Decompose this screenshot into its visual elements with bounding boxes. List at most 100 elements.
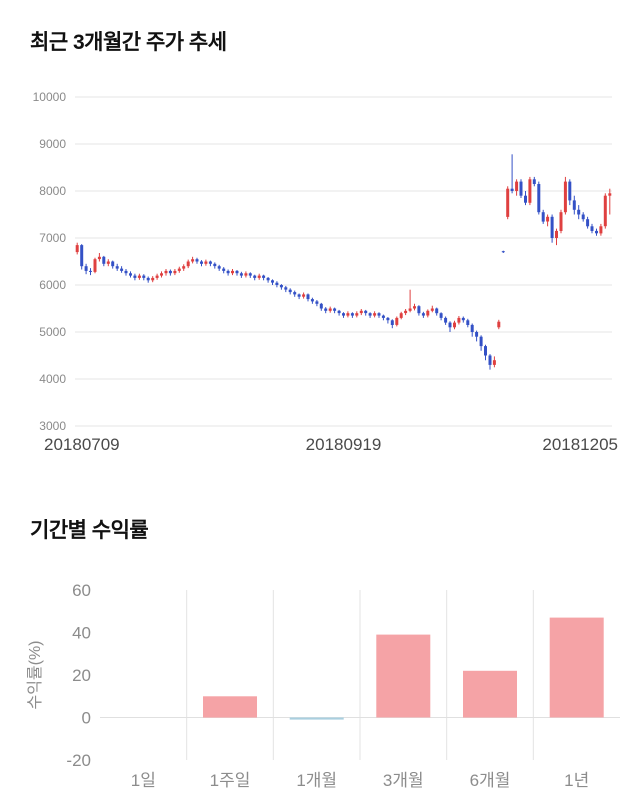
candle — [515, 179, 519, 196]
candle — [457, 316, 461, 325]
candle — [279, 284, 283, 290]
candle — [115, 263, 119, 271]
period-returns-bar-chart: 60 40 20 0 -20 1일 1주일 1개월 3개월 6개월 1년 수익률(%) — [26, 581, 620, 790]
candle — [217, 264, 221, 271]
bar — [376, 634, 431, 718]
candle — [120, 266, 124, 273]
candle — [93, 257, 97, 274]
bar — [203, 696, 257, 718]
y-tick-label: 4000 — [39, 372, 66, 386]
x-axis-label: 20180919 — [306, 435, 382, 454]
x-category-label: 1년 — [564, 771, 589, 790]
candle — [333, 307, 337, 314]
candle — [164, 269, 168, 276]
bar — [289, 717, 344, 720]
candle — [355, 311, 359, 318]
y-tick-label: 40 — [72, 624, 91, 643]
candle — [231, 269, 234, 276]
candle — [111, 260, 115, 269]
candle — [439, 312, 443, 321]
candle — [275, 281, 279, 288]
candle — [200, 260, 203, 267]
candle — [262, 274, 266, 281]
candle — [346, 311, 350, 318]
candle — [546, 214, 550, 227]
candle — [448, 321, 452, 332]
candle — [253, 274, 257, 281]
candle — [364, 309, 368, 316]
candle — [133, 273, 137, 281]
candle — [284, 285, 288, 293]
y-tick-label: 5000 — [39, 325, 66, 339]
candle — [186, 259, 190, 269]
candle — [342, 312, 345, 318]
candle — [559, 209, 563, 234]
x-category-label: 6개월 — [470, 771, 511, 790]
candle — [137, 273, 141, 280]
candle — [479, 335, 483, 351]
x-category-label: 1일 — [131, 771, 156, 790]
returns-chart-title: 기간별 수익률 — [30, 519, 149, 542]
candle — [315, 300, 319, 307]
candle — [599, 223, 603, 236]
y-tick-label: -20 — [66, 751, 91, 770]
candle — [97, 253, 101, 262]
x-axis-label: 20180709 — [44, 435, 120, 454]
candle — [106, 259, 110, 267]
candle — [461, 316, 465, 323]
candle — [213, 262, 217, 269]
candle — [80, 244, 84, 270]
candle — [129, 271, 132, 278]
candle — [288, 288, 292, 295]
candle — [550, 214, 554, 243]
candle — [577, 205, 581, 220]
candle — [310, 297, 314, 304]
candle — [568, 179, 572, 206]
candle — [453, 320, 456, 330]
y-tick-label: 9000 — [39, 137, 66, 151]
y-tick-label: 6000 — [39, 278, 66, 292]
candle — [297, 293, 301, 300]
candle — [377, 312, 381, 318]
candle — [266, 277, 270, 283]
candle — [395, 316, 399, 327]
candle — [408, 289, 412, 313]
candle — [595, 228, 598, 236]
candle — [381, 314, 385, 321]
candle — [386, 317, 390, 324]
candle — [102, 255, 106, 267]
candle — [168, 269, 172, 276]
candle — [248, 272, 252, 278]
x-axis-label: 20181205 — [542, 435, 618, 454]
candle — [293, 290, 297, 297]
candle — [413, 303, 416, 311]
candle — [208, 260, 212, 267]
candle — [328, 306, 332, 313]
candle — [306, 293, 310, 302]
y-tick-label: 60 — [72, 581, 91, 600]
price-candlestick-chart: 3000 4000 5000 6000 7000 8000 9000 10000 2018070… — [33, 90, 618, 454]
candle — [89, 268, 92, 276]
candle — [497, 319, 501, 330]
candle — [590, 223, 594, 234]
candle — [177, 266, 181, 273]
y-tick-label: 0 — [82, 709, 91, 728]
candle — [426, 309, 430, 318]
candle — [421, 311, 425, 318]
candle — [572, 195, 576, 215]
candle — [581, 212, 585, 222]
candle — [195, 257, 199, 264]
x-category-label: 3개월 — [383, 771, 424, 790]
candle — [430, 305, 434, 313]
candle — [444, 316, 448, 325]
candle — [257, 273, 261, 280]
candle — [563, 176, 567, 215]
candle — [537, 181, 541, 215]
candle — [324, 307, 328, 314]
candle — [417, 305, 421, 316]
candle — [222, 267, 226, 274]
candle — [555, 228, 558, 246]
candle — [151, 276, 155, 283]
candle — [271, 279, 274, 285]
